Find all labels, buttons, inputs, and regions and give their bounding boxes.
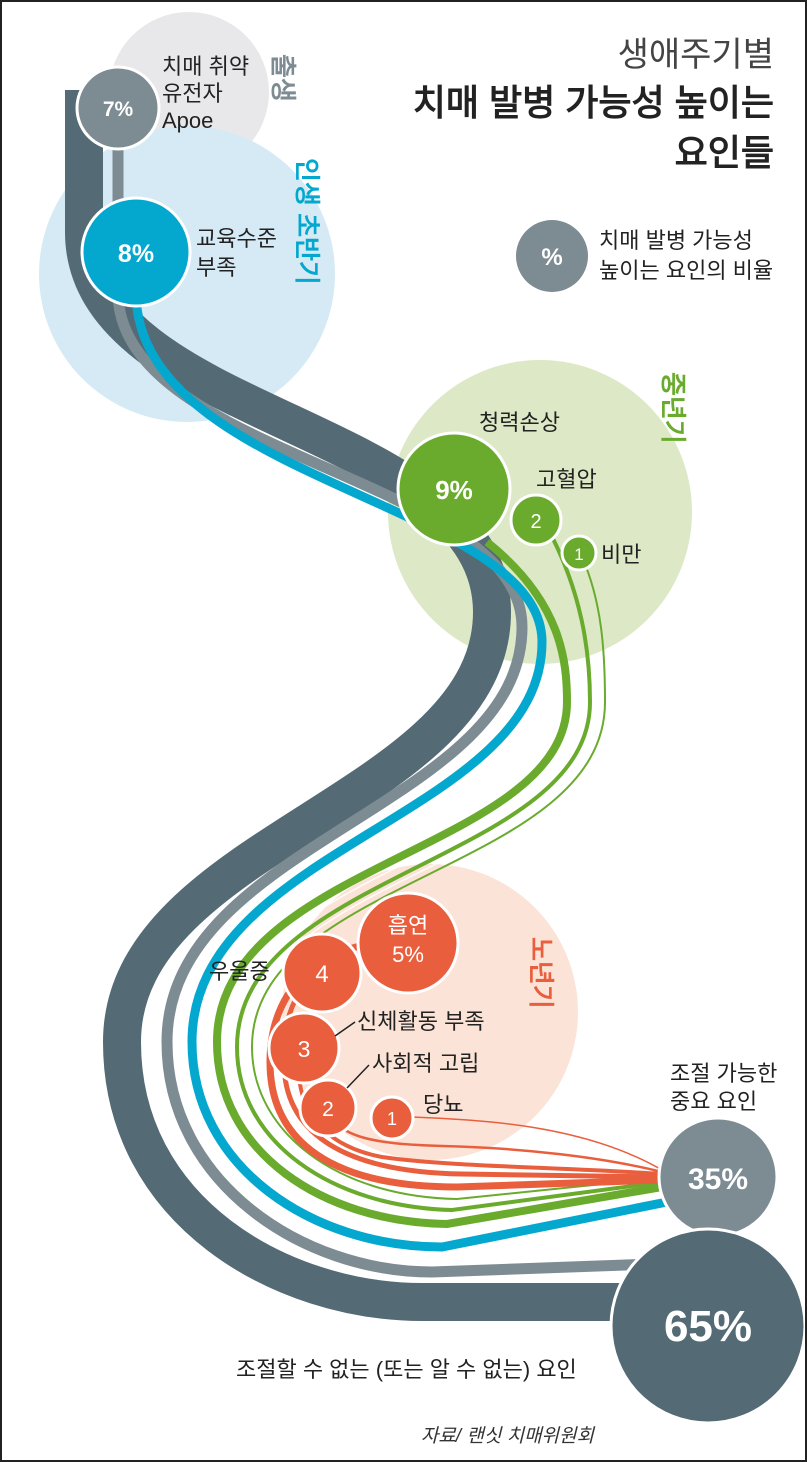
obesity-label: 비만	[601, 542, 641, 567]
diabetes-value: 1	[387, 1109, 397, 1129]
guide-line	[226, 701, 578, 1045]
hypertension-label: 고혈압	[536, 467, 597, 492]
title-line1: 생애주기별	[618, 36, 774, 74]
inactivity-label: 신체활동 부족	[357, 1009, 485, 1034]
legend-symbol: %	[541, 244, 562, 271]
factor-circles	[75, 65, 805, 1425]
stage-later-life-label: 노년기	[526, 937, 556, 1009]
title-line2: 치매 발병 가능성 높이는	[413, 82, 774, 123]
diabetes-stream	[409, 1116, 663, 1171]
isolation-connector	[346, 1064, 370, 1089]
isolation-circle	[298, 1078, 358, 1138]
non-modifiable-total-label: 조절할 수 없는 (또는 알 수 없는) 요인	[236, 1357, 577, 1382]
non-modifiable-stream	[65, 90, 632, 1321]
stage-birth-label: 출생	[268, 54, 298, 102]
legend-line2: 높이는 요인의 비율	[599, 258, 773, 283]
education-label-line2: 부족	[196, 255, 236, 280]
stage-midlife-label: 중년기	[658, 372, 688, 444]
inactivity-connector	[334, 1021, 356, 1037]
apoe-label-line1: 치매 취약	[162, 54, 249, 79]
title-line3: 요인들	[675, 132, 774, 173]
hearing-loss-label: 청력손상	[479, 410, 560, 435]
depression-value: 4	[315, 961, 328, 988]
source-credit: 자료/ 랜싯 치매위원회	[421, 1426, 596, 1447]
inactivity-value: 3	[298, 1036, 311, 1062]
isolation-value: 2	[322, 1098, 334, 1121]
diabetes-label: 당뇨	[423, 1092, 463, 1117]
modifiable-total-value: 35%	[688, 1163, 748, 1196]
hypertension-stream	[234, 526, 663, 1213]
diabetes-circle	[369, 1095, 415, 1141]
obesity-circle	[560, 534, 598, 572]
smoking-circle	[356, 891, 460, 995]
guide-line	[243, 701, 599, 1047]
inactivity-stream	[296, 1043, 663, 1176]
inactivity-circle	[267, 1011, 341, 1085]
education-stream	[131, 291, 668, 1252]
legend-circle	[516, 220, 588, 292]
apoe-label-line2: 유전자	[162, 81, 223, 106]
hearing-loss-value: 9%	[435, 475, 473, 505]
depression-stream	[281, 969, 663, 1180]
education-circle	[80, 196, 192, 308]
hearing-loss-stream	[212, 538, 663, 1229]
smoking-value: 5%	[392, 942, 424, 967]
smoking-label: 흡연	[388, 913, 428, 938]
hypertension-value: 2	[530, 511, 541, 533]
non-modifiable-total-circle	[609, 1227, 805, 1425]
apoe-stream	[112, 147, 653, 1278]
isolation-label: 사회적 고립	[372, 1051, 479, 1076]
depression-label: 우울증	[209, 959, 270, 984]
non-modifiable-total-value: 65%	[664, 1302, 752, 1351]
modifiable-total-label-line2: 중요 요인	[670, 1089, 757, 1114]
education-label-line1: 교육수준	[196, 226, 277, 251]
modifiable-total-label-line1: 조절 가능한	[670, 1061, 777, 1086]
stage-early-life-label: 인생 초반기	[292, 158, 322, 285]
obesity-value: 1	[574, 545, 583, 564]
later-life-bubble	[282, 864, 578, 1160]
apoe-label-line3: Apoe	[162, 108, 213, 133]
hearing-loss-circle	[396, 431, 512, 547]
apoe-circle	[75, 65, 161, 151]
legend-line1: 치매 발병 가능성	[599, 228, 753, 253]
obesity-stream	[250, 556, 663, 1201]
education-value: 8%	[118, 240, 154, 268]
apoe-value: 7%	[103, 98, 134, 121]
hypertension-circle	[509, 493, 563, 547]
depression-circle	[281, 932, 363, 1014]
